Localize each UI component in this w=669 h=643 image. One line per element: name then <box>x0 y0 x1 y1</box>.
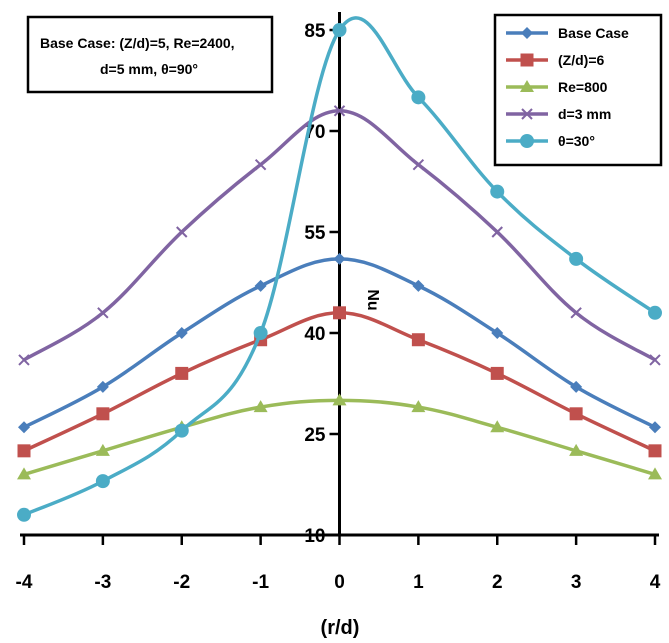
data-point-stroke <box>97 307 109 319</box>
legend-marker <box>520 53 534 67</box>
y-tick-label: 85 <box>304 21 326 42</box>
data-point <box>97 307 109 319</box>
data-point <box>491 226 503 238</box>
data-point <box>411 333 425 347</box>
data-point <box>95 443 110 456</box>
x-tick-label: -1 <box>252 572 269 593</box>
data-point <box>491 327 504 339</box>
data-point <box>648 305 662 320</box>
data-point <box>411 90 426 105</box>
data-point <box>412 158 425 171</box>
data-point-stroke <box>649 354 661 366</box>
data-point <box>569 407 583 421</box>
x-tick-label: -4 <box>16 572 33 593</box>
data-point-stroke <box>333 105 346 117</box>
data-point <box>332 23 347 37</box>
data-point-stroke <box>254 158 267 171</box>
x-tick-label: 4 <box>650 572 661 593</box>
data-point <box>175 327 188 339</box>
legend-marker-stroke <box>521 108 533 120</box>
x-tick-label: 1 <box>413 572 424 593</box>
legend-marker <box>521 27 533 39</box>
data-point <box>490 366 504 380</box>
legend-marker <box>520 80 534 92</box>
data-point <box>648 444 662 458</box>
data-point <box>333 105 346 117</box>
data-point <box>18 354 30 366</box>
data-point <box>333 252 346 265</box>
legend-marker <box>521 108 533 120</box>
annotation-line-2: d=5 mm, θ=90° <box>100 61 198 77</box>
data-point <box>96 407 110 421</box>
data-point <box>95 474 110 489</box>
data-point-stroke <box>570 307 582 319</box>
data-point-stroke <box>412 158 425 171</box>
data-point <box>649 354 661 366</box>
x-axis-ticks: -4 -3 -2 -1 0 1 2 3 4 <box>16 535 661 593</box>
data-point <box>254 279 267 292</box>
series-4 <box>17 16 662 522</box>
data-point <box>333 306 346 320</box>
legend-label: Re=800 <box>558 79 608 95</box>
series-3 <box>18 105 661 366</box>
series-2 <box>17 393 662 480</box>
y-tick-label: 10 <box>304 526 325 547</box>
legend-label: θ=30° <box>558 133 595 149</box>
x-tick-label: -2 <box>173 572 190 593</box>
data-point <box>649 421 661 434</box>
series-0 <box>18 252 661 434</box>
legend-marker <box>520 134 534 148</box>
data-point <box>175 366 189 380</box>
data-point-stroke <box>18 354 30 366</box>
x-tick-label: 0 <box>334 572 345 593</box>
data-point <box>332 393 347 406</box>
y-tick-label: 25 <box>304 425 326 446</box>
x-tick-label: 3 <box>571 572 582 593</box>
data-point <box>176 226 188 238</box>
data-point <box>253 400 268 413</box>
data-point <box>17 507 31 522</box>
data-point <box>570 380 583 393</box>
legend: Base Case (Z/d)=6 Re=800 d=3 mm θ=30° <box>493 13 663 167</box>
data-point <box>174 423 189 438</box>
data-point <box>490 420 505 433</box>
x-tick-label: 2 <box>492 572 503 593</box>
data-point <box>96 380 109 393</box>
data-point <box>254 158 267 171</box>
y-tick-label: 55 <box>304 223 326 244</box>
legend-label: (Z/d)=6 <box>558 52 604 68</box>
data-point <box>570 307 582 319</box>
x-tick-label: -3 <box>94 572 111 593</box>
data-point <box>490 184 505 199</box>
series-group <box>17 16 662 522</box>
y-axis-title: Nu <box>364 289 381 310</box>
legend-label: Base Case <box>558 25 629 41</box>
legend-label: d=3 mm <box>558 106 611 122</box>
data-point-stroke <box>491 226 503 238</box>
data-point <box>18 421 30 434</box>
annotation-line-1: Base Case: (Z/d)=5, Re=2400, <box>40 35 235 51</box>
data-point <box>648 467 662 480</box>
data-point <box>17 444 31 458</box>
y-tick-label: 40 <box>304 324 325 345</box>
data-point-stroke <box>176 226 188 238</box>
annotation-frame <box>26 15 274 94</box>
data-point <box>253 326 268 340</box>
data-point <box>412 279 425 292</box>
annotation-box: Base Case: (Z/d)=5, Re=2400, d=5 mm, θ=9… <box>26 15 274 94</box>
data-point <box>17 467 31 480</box>
data-point <box>569 251 584 266</box>
x-axis-title: (r/d) <box>321 617 360 639</box>
data-point <box>411 400 426 413</box>
data-point <box>569 443 584 456</box>
